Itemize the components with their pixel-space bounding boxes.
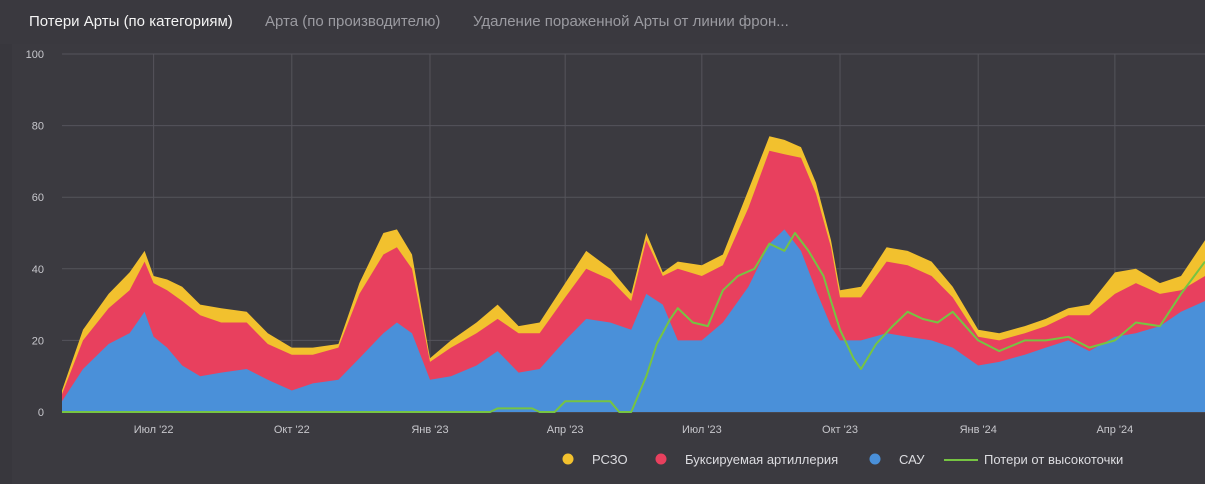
legend-dot [562,453,574,465]
tab-artillery-by-category[interactable]: Потери Арты (по категориям) [29,13,233,30]
line-series [62,232,1205,413]
legend-dot [655,453,667,465]
legend-item[interactable]: РСЗО [562,452,628,467]
x-tick-label: Янв '24 [960,424,997,436]
tab-distance-from-front[interactable]: Удаление пораженной Арты от линии фрон..… [473,13,789,30]
y-tick-label: 60 [32,192,44,204]
legend-item[interactable]: Потери от высокоточки [944,452,1123,467]
tab-bar: Потери Арты (по категориям) Арта (по про… [0,0,1205,44]
x-tick-label: Янв '23 [411,424,448,436]
x-tick-label: Июл '22 [134,424,174,436]
legend-dot [869,453,881,465]
y-tick-label: 0 [38,407,44,419]
x-tick-label: Окт '22 [274,424,310,436]
y-tick-label: 100 [26,49,44,61]
legend-item[interactable]: САУ [869,452,926,467]
area-сау [62,229,1205,412]
legend-item[interactable]: Буксируемая артиллерия [655,452,839,467]
x-tick-label: Окт '23 [822,424,858,436]
legend-label: Буксируемая артиллерия [685,452,838,467]
y-tick-label: 20 [32,335,44,347]
x-tick-label: Июл '23 [682,424,722,436]
y-tick-label: 80 [32,121,44,133]
y-tick-label: 40 [32,264,44,276]
x-tick-label: Апр '23 [547,424,584,436]
legend-label: Потери от высокоточки [984,452,1123,467]
tab-artillery-by-manufacturer[interactable]: Арта (по производителю) [265,13,441,30]
legend-label: РСЗО [592,452,628,467]
legend-label: САУ [899,452,925,467]
x-tick-label: Апр '24 [1096,424,1133,436]
